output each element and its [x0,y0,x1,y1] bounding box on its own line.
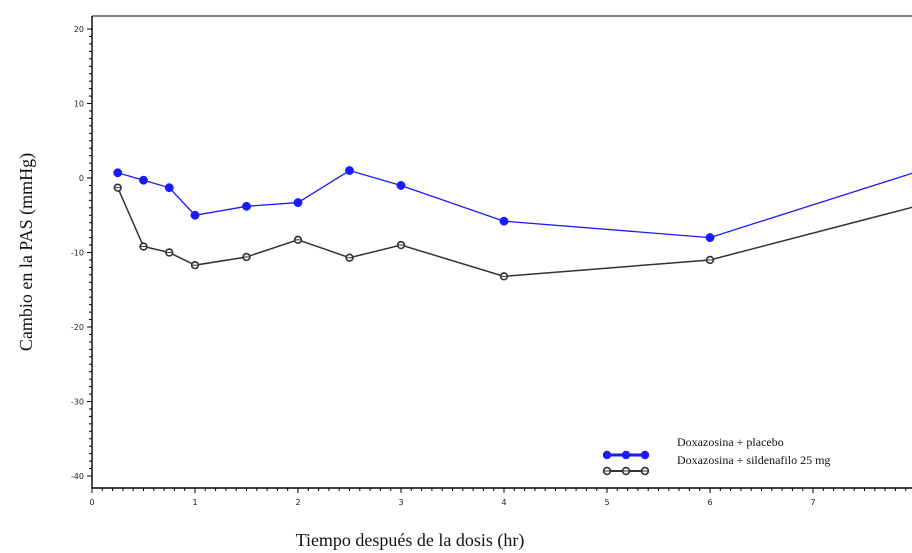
x-tick-label: 2 [295,498,300,507]
series-1-point [396,181,406,190]
y-tick-label: 10 [74,100,84,109]
legend: Doxazosina + placebo Doxazosina + sildena… [602,435,830,476]
series-1-point [345,166,354,176]
series-2-line [117,187,912,278]
y-tick-label: 20 [74,25,84,34]
series-1-point [164,183,174,193]
y-axis-title: Cambio en la PAS (mmHg) [16,153,37,351]
x-tick-label: 7 [810,498,815,507]
series-1-line [117,169,912,239]
y-tick-label: -30 [71,398,84,407]
legend-swatch-marker-1 [621,450,631,460]
legend-swatch-marker-1 [640,450,650,460]
series-2 [113,183,912,281]
axes: 20 10 0 -10 -20 -30 -40 0 1 2 3 4 5 6 7 [71,15,912,507]
x-tick-label: 1 [192,498,197,507]
x-tick-label: 5 [604,498,609,507]
legend-label-1: Doxazosina + placebo [677,435,784,449]
x-tick-label: 3 [398,498,403,507]
y-tick-label: -20 [71,323,84,332]
series-1-point [113,168,123,178]
x-tick-label: 6 [707,498,712,507]
series-1-point [190,210,200,220]
y-tick-label: 0 [79,174,84,183]
series-1-point [705,233,715,243]
x-tick-label: 4 [501,498,506,507]
x-axis-title: Tiempo después de la dosis (hr) [296,530,525,551]
series-1-point [499,216,509,226]
legend-label-2: Doxazosina + sildenafilo 25 mg [677,453,830,467]
y-tick-label: -40 [71,472,84,481]
y-tick-label: -10 [71,249,84,258]
series-1 [113,166,912,243]
legend-swatch-marker-1 [602,450,612,460]
series-1-point [242,201,251,211]
series-layer [113,166,912,281]
x-tick-label: 0 [89,498,94,507]
series-1-point [139,175,148,185]
series-1-point [293,198,303,208]
